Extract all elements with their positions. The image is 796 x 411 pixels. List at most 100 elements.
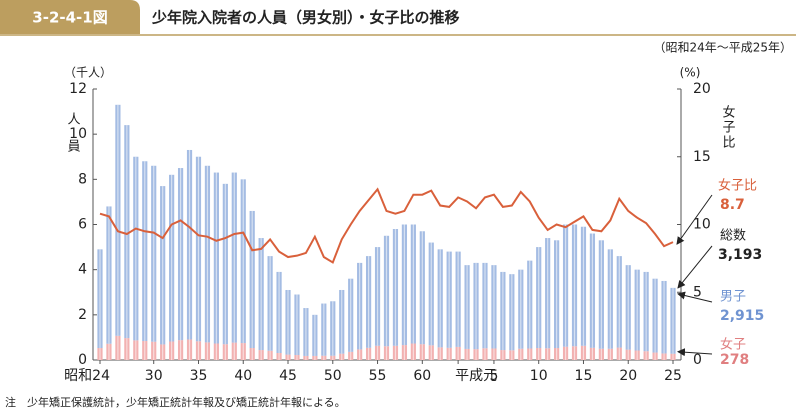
- bar-highlight: [341, 289, 343, 354]
- bar-highlight: [171, 174, 173, 342]
- bar-highlight: [341, 353, 343, 360]
- series-value: 278: [720, 352, 749, 368]
- bar-highlight: [135, 156, 137, 341]
- bar-highlight: [457, 251, 459, 347]
- bar-highlight: [394, 229, 397, 346]
- bar-highlight: [251, 210, 253, 349]
- bar-highlight: [278, 352, 280, 360]
- bar-highlight: [663, 353, 665, 360]
- series-arrow: [677, 348, 713, 357]
- bar-highlight: [547, 238, 549, 349]
- bar-highlight: [618, 256, 620, 348]
- bar-highlight: [206, 165, 209, 343]
- y-tick-label: 10: [69, 126, 87, 142]
- bar-highlight: [287, 289, 289, 355]
- bar-highlight: [367, 256, 370, 348]
- title: 少年院入院者の人員（男女別）・女子比の推移: [151, 9, 460, 27]
- bar-highlight: [385, 346, 388, 360]
- bar-highlight: [350, 351, 352, 360]
- bar-highlight: [654, 352, 656, 360]
- bar-highlight: [564, 346, 567, 360]
- x-tick-label: 60: [413, 368, 431, 384]
- bar-highlight: [117, 335, 119, 360]
- bar-highlight: [153, 165, 155, 342]
- bar-highlight: [385, 235, 388, 347]
- bar-highlight: [618, 347, 620, 360]
- bar-highlight: [466, 348, 468, 360]
- bar-highlight: [108, 343, 110, 360]
- bar-highlight: [538, 348, 540, 360]
- bar-highlight: [224, 183, 226, 345]
- x-tick-label: 昭和24: [64, 368, 110, 384]
- bar-highlight: [556, 348, 558, 360]
- bar-highlight: [108, 206, 110, 344]
- bar-highlight: [529, 260, 531, 349]
- bar-highlight: [609, 348, 611, 360]
- bar-highlight: [502, 350, 504, 360]
- bar-highlight: [493, 348, 495, 360]
- bar-highlight: [135, 340, 137, 360]
- bar-highlight: [645, 271, 647, 352]
- bar-highlight: [457, 346, 459, 360]
- bar-highlight: [573, 346, 576, 360]
- bar-highlight: [573, 224, 576, 347]
- bar-highlight: [582, 226, 585, 346]
- bar-highlight: [179, 168, 182, 341]
- bar-highlight: [538, 247, 540, 349]
- bar-highlight: [591, 347, 594, 360]
- bar-highlight: [636, 350, 638, 360]
- series-label: 女子: [720, 337, 746, 353]
- bar-highlight: [260, 350, 262, 360]
- bar-highlight: [663, 280, 665, 354]
- bar-highlight: [376, 345, 379, 360]
- note: 注 少年矯正保護統計，少年矯正統計年報及び矯正統計年報による。: [5, 395, 346, 409]
- bar-highlight: [117, 104, 119, 336]
- bar-highlight: [484, 348, 486, 360]
- bar-highlight: [430, 345, 432, 360]
- bar-highlight: [197, 341, 200, 360]
- bar-highlight: [439, 249, 441, 348]
- bar-highlight: [529, 348, 531, 360]
- bar-highlight: [126, 338, 128, 360]
- bar-highlight: [215, 343, 217, 360]
- subtitle: （昭和24年～平成25年）: [653, 41, 792, 55]
- x-tick-label: 15: [575, 368, 593, 384]
- x-tick-label: 40: [234, 368, 252, 384]
- bar-highlight: [269, 256, 271, 351]
- bar-highlight: [99, 249, 101, 349]
- figure-number: 3-2-4-1図: [32, 9, 107, 27]
- x-tick-label: 平成元: [455, 368, 497, 384]
- y2-tick-label: 20: [693, 81, 711, 97]
- ratio-line: [99, 187, 674, 264]
- y-tick-label: 8: [78, 171, 87, 187]
- ratio-label: 女子比: [718, 178, 757, 194]
- bar-highlight: [305, 355, 307, 360]
- bar-highlight: [591, 233, 594, 348]
- bar-highlight: [242, 179, 244, 344]
- bar-highlight: [636, 269, 638, 351]
- bar-highlight: [206, 342, 209, 360]
- bar-highlight: [654, 278, 656, 353]
- y2-tick-label: 0: [693, 352, 702, 368]
- y-unit: （千人）: [64, 66, 112, 80]
- y2-label: 女子比: [720, 104, 736, 150]
- bar-highlight: [350, 278, 352, 352]
- bar-highlight: [672, 353, 674, 360]
- bar-highlight: [403, 224, 406, 346]
- bar-highlight: [511, 350, 513, 360]
- y-tick-label: 2: [78, 307, 87, 323]
- bar-highlight: [600, 348, 602, 360]
- ratio-arrow: [676, 194, 713, 245]
- bar-highlight: [412, 343, 414, 360]
- bar-highlight: [430, 242, 432, 346]
- bar-highlight: [233, 172, 235, 343]
- total-value: 3,193: [718, 247, 762, 263]
- y2-tick-label: 15: [693, 149, 711, 165]
- bar-highlight: [493, 265, 495, 349]
- series-value: 2,915: [720, 308, 764, 324]
- bar-highlight: [260, 238, 262, 351]
- bar-highlight: [645, 351, 647, 360]
- y2-tick-label: 5: [693, 284, 702, 300]
- bar-highlight: [188, 339, 191, 360]
- bar-highlight: [359, 349, 361, 360]
